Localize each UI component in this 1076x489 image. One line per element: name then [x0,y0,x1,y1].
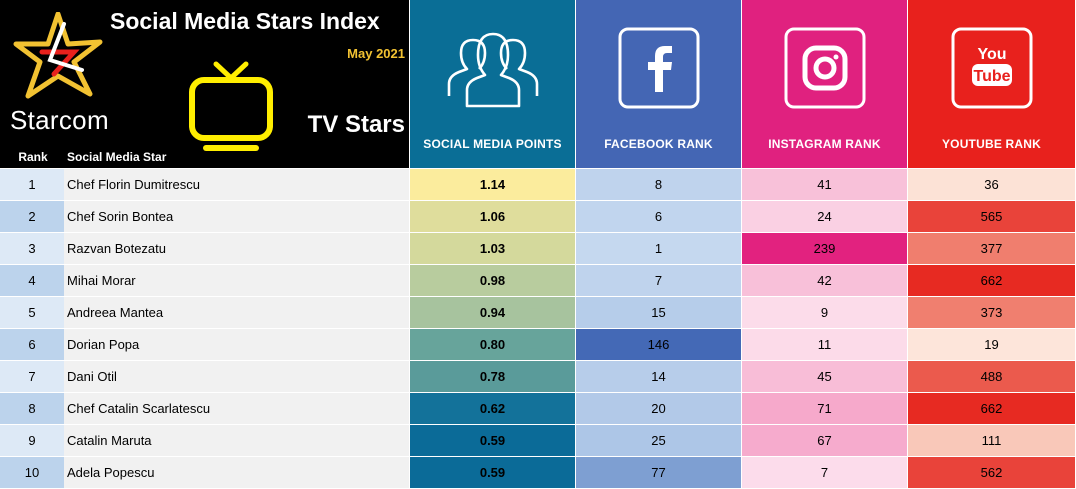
title-panel: Social Media Stars Index May 2021 Starco… [0,0,409,168]
instagram-rank-cell: 41 [742,169,907,200]
column-header-facebook: FACEBOOK RANK [576,0,741,168]
rank-cell: 10 [0,457,64,488]
instagram-rank-cell: 24 [742,201,907,232]
table-row: 8 Chef Catalin Scarlatescu 0.62 20 71 662 [0,393,1076,425]
instagram-rank-cell: 7 [742,457,907,488]
table-row: 10 Adela Popescu 0.59 77 7 562 [0,457,1076,489]
column-header-instagram-label: INSTAGRAM RANK [768,137,881,151]
column-header-youtube: You Tube YOUTUBE RANK [908,0,1075,168]
facebook-rank-cell: 20 [576,393,741,424]
instagram-rank-cell: 67 [742,425,907,456]
facebook-rank-cell: 77 [576,457,741,488]
instagram-rank-cell: 11 [742,329,907,360]
star-name-cell: Dani Otil [64,361,409,392]
facebook-rank-cell: 8 [576,169,741,200]
rank-cell: 7 [0,361,64,392]
rank-cell: 2 [0,201,64,232]
date-subtitle: May 2021 [347,46,405,61]
star-name-cell: Razvan Botezatu [64,233,409,264]
points-cell: 0.80 [410,329,575,360]
instagram-icon [784,27,865,109]
category-label: TV Stars [307,111,405,138]
points-cell: 0.78 [410,361,575,392]
rank-cell: 1 [0,169,64,200]
table-row: 5 Andreea Mantea 0.94 15 9 373 [0,297,1076,329]
table-row: 4 Mihai Morar 0.98 7 42 662 [0,265,1076,297]
star-name-cell: Catalin Maruta [64,425,409,456]
rank-cell: 6 [0,329,64,360]
table-row: 9 Catalin Maruta 0.59 25 67 111 [0,425,1076,457]
youtube-rank-cell: 111 [908,425,1075,456]
points-cell: 0.98 [410,265,575,296]
youtube-rank-cell: 488 [908,361,1075,392]
table-row: 3 Razvan Botezatu 1.03 1 239 377 [0,233,1076,265]
points-cell: 1.03 [410,233,575,264]
star-name-cell: Dorian Popa [64,329,409,360]
tv-icon [189,61,273,151]
rank-cell: 5 [0,297,64,328]
facebook-rank-cell: 1 [576,233,741,264]
facebook-rank-cell: 7 [576,265,741,296]
instagram-rank-cell: 9 [742,297,907,328]
youtube-rank-cell: 19 [908,329,1075,360]
points-cell: 0.59 [410,425,575,456]
youtube-rank-cell: 373 [908,297,1075,328]
column-header-facebook-label: FACEBOOK RANK [604,137,713,151]
column-header-star: Social Media Star [67,150,167,164]
instagram-rank-cell: 239 [742,233,907,264]
facebook-rank-cell: 146 [576,329,741,360]
facebook-icon [618,27,699,109]
instagram-rank-cell: 45 [742,361,907,392]
youtube-rank-cell: 662 [908,393,1075,424]
column-header-points-label: SOCIAL MEDIA POINTS [423,137,562,151]
column-header-rank: Rank [18,150,48,164]
instagram-rank-cell: 42 [742,265,907,296]
table-row: 6 Dorian Popa 0.80 146 11 19 [0,329,1076,361]
svg-text:Tube: Tube [973,68,1010,85]
page-title: Social Media Stars Index [110,8,380,34]
star-name-cell: Adela Popescu [64,457,409,488]
facebook-rank-cell: 15 [576,297,741,328]
instagram-rank-cell: 71 [742,393,907,424]
youtube-rank-cell: 565 [908,201,1075,232]
youtube-rank-cell: 562 [908,457,1075,488]
points-cell: 0.94 [410,297,575,328]
column-header-points: SOCIAL MEDIA POINTS [410,0,575,168]
people-group-icon [447,32,538,108]
star-name-cell: Chef Catalin Scarlatescu [64,393,409,424]
facebook-rank-cell: 25 [576,425,741,456]
table-row: 2 Chef Sorin Bontea 1.06 6 24 565 [0,201,1076,233]
star-name-cell: Chef Florin Dumitrescu [64,169,409,200]
youtube-rank-cell: 377 [908,233,1075,264]
rank-cell: 9 [0,425,64,456]
facebook-rank-cell: 6 [576,201,741,232]
youtube-icon: You Tube [951,27,1032,109]
column-header-youtube-label: YOUTUBE RANK [941,137,1042,151]
facebook-rank-cell: 14 [576,361,741,392]
points-cell: 1.06 [410,201,575,232]
column-header-instagram: INSTAGRAM RANK [742,0,907,168]
points-cell: 0.59 [410,457,575,488]
youtube-rank-cell: 36 [908,169,1075,200]
svg-text:You: You [977,46,1006,63]
star-name-cell: Mihai Morar [64,265,409,296]
points-cell: 0.62 [410,393,575,424]
star-name-cell: Chef Sorin Bontea [64,201,409,232]
brand-name: Starcom [10,105,109,135]
rank-cell: 3 [0,233,64,264]
rank-cell: 4 [0,265,64,296]
table-row: 1 Chef Florin Dumitrescu 1.14 8 41 36 [0,169,1076,201]
rank-cell: 8 [0,393,64,424]
starcom-star-logo-icon [13,12,103,99]
points-cell: 1.14 [410,169,575,200]
youtube-rank-cell: 662 [908,265,1075,296]
table-row: 7 Dani Otil 0.78 14 45 488 [0,361,1076,393]
star-name-cell: Andreea Mantea [64,297,409,328]
